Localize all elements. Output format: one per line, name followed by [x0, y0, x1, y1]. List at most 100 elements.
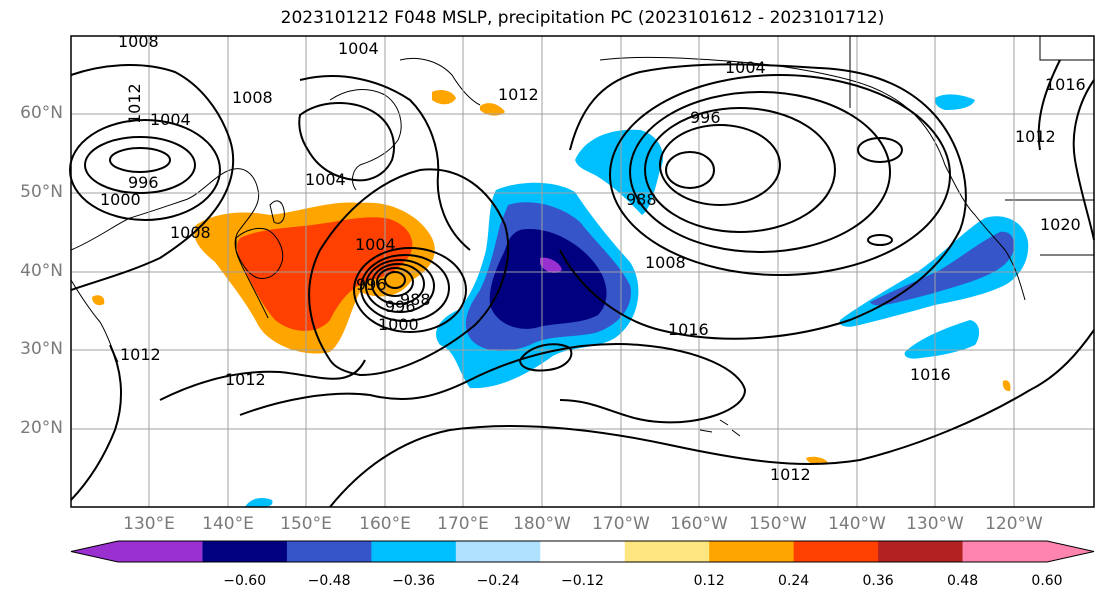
positive-anomaly-orange-small-5: [1002, 380, 1011, 392]
colorbar-segment: [371, 541, 457, 562]
lon-label: 160°W: [670, 514, 728, 534]
contour-ring: [365, 259, 435, 313]
contour-label: 1004: [150, 110, 191, 129]
contour-label: 996: [356, 275, 387, 294]
colorbar-tick-label: −0.60: [223, 573, 267, 589]
contour-label: 1008: [118, 32, 159, 51]
negative-anomaly-south: [245, 498, 273, 507]
contour-ring: [84, 136, 196, 194]
contour-ring: [376, 267, 414, 297]
contour-ring: [867, 234, 893, 246]
colorbar-segment: [878, 541, 964, 562]
contour-label: 1016: [910, 365, 951, 384]
negative-anomaly-north: [575, 129, 664, 215]
contour-ring: [609, 74, 951, 276]
contour-label: 1020: [1040, 215, 1081, 234]
contour-label: 988: [626, 190, 657, 209]
lon-label: 150°E: [280, 514, 332, 534]
contour-ring: [659, 124, 781, 206]
colorbar-extend-min: [71, 541, 203, 562]
colorbar-segment: [540, 541, 626, 562]
contour-label: 1012: [225, 370, 266, 389]
lat-label-40: 40°N: [20, 261, 63, 281]
contour-label: 1004: [305, 170, 346, 189]
colorbar-tick-label: −0.36: [392, 573, 436, 589]
lon-label: 160°E: [359, 514, 411, 534]
lon-label: 130°W: [906, 514, 964, 534]
contour-label: 1016: [668, 320, 709, 339]
positive-anomaly-orange-small-4: [806, 456, 828, 465]
contour-ring: [644, 107, 836, 233]
contour-label: 1000: [100, 190, 141, 209]
positive-anomaly-orange-small: [432, 90, 456, 105]
mslp-contours: [69, 59, 1095, 508]
contour-label: 1012: [1015, 127, 1056, 146]
map-title: 2023101212 F048 MSLP, precipitation PC (…: [280, 8, 885, 28]
contour-label: 1008: [645, 253, 686, 272]
lon-label: 130°E: [123, 514, 175, 534]
contour-label: 1012: [120, 345, 161, 364]
colorbar-segment: [793, 541, 879, 562]
colorbar-tick-label: −0.48: [307, 573, 351, 589]
colorbar-segment: [202, 541, 288, 562]
lon-label: 150°W: [749, 514, 807, 534]
negative-anomaly-purple: [540, 257, 562, 273]
contour-label: 1004: [338, 39, 379, 58]
colorbar-segment: [455, 541, 541, 562]
contour-ring: [629, 91, 891, 253]
colorbar-tick-label: 0.36: [862, 573, 894, 589]
contour-ring: [353, 247, 467, 333]
contour-labels: 1008 1004 1012 1004 1008 996 1000 1008 1…: [100, 32, 1086, 484]
colorbar-tick-label: −0.24: [476, 573, 520, 589]
contour-ring: [69, 119, 221, 221]
colorbar-tick-label: 0.60: [1031, 573, 1063, 589]
contour-label: 1008: [170, 223, 211, 242]
contour-label: 996: [128, 173, 159, 192]
contour-ring: [360, 254, 450, 322]
lat-label-20: 20°N: [20, 418, 63, 438]
negative-anomaly-east-medium: [870, 231, 1015, 306]
positive-anomaly-orange-small-3: [92, 295, 105, 306]
contour-label: 1008: [232, 88, 273, 107]
negative-anomaly-dark: [489, 229, 607, 329]
colorbar-segment: [286, 541, 372, 562]
lon-label: 180°W: [513, 514, 571, 534]
contour-label: 1000: [378, 315, 419, 334]
negative-anomaly-east-small: [904, 320, 980, 359]
colorbar-tick-label: 0.24: [778, 573, 810, 589]
contour-label: 1012: [498, 85, 539, 104]
colorbar-tick-label: 0.48: [946, 573, 979, 589]
lat-label-60: 60°N: [20, 103, 63, 123]
contour-ring: [384, 271, 406, 289]
lat-label-50: 50°N: [20, 182, 63, 202]
lon-label: 120°W: [985, 514, 1043, 534]
contour-label: 1012: [125, 83, 144, 124]
colorbar-segment: [624, 541, 710, 562]
colorbar-tick-label: −0.12: [561, 573, 604, 589]
colorbar-outline: [70, 540, 1095, 563]
contour-label: 1004: [355, 235, 396, 254]
positive-anomaly-orange-small-2: [480, 103, 505, 116]
contour-label: 996: [690, 108, 721, 127]
colorbar-extend-max: [962, 541, 1094, 562]
colorbar-tick-label: 0.12: [693, 573, 725, 589]
contour-ring: [109, 147, 171, 173]
contour-ring: [857, 137, 903, 163]
contour-label: 1004: [725, 58, 766, 77]
colorbar-segment: [709, 541, 795, 562]
contour-ring: [665, 151, 715, 189]
lon-label: 140°E: [202, 514, 254, 534]
negative-anomaly-canada: [934, 94, 975, 110]
contour-label: 996: [385, 297, 416, 316]
lon-label: 140°W: [828, 514, 886, 534]
contour-label: 988: [400, 290, 431, 309]
lat-label-30: 30°N: [20, 339, 63, 359]
lon-label: 170°W: [592, 514, 650, 534]
colorbar: [70, 540, 1095, 563]
map-frame: [70, 35, 1095, 508]
contour-ring: [371, 263, 425, 305]
gridlines: [71, 36, 1094, 507]
lon-label: 170°E: [437, 514, 489, 534]
contour-label: 1016: [1045, 75, 1086, 94]
